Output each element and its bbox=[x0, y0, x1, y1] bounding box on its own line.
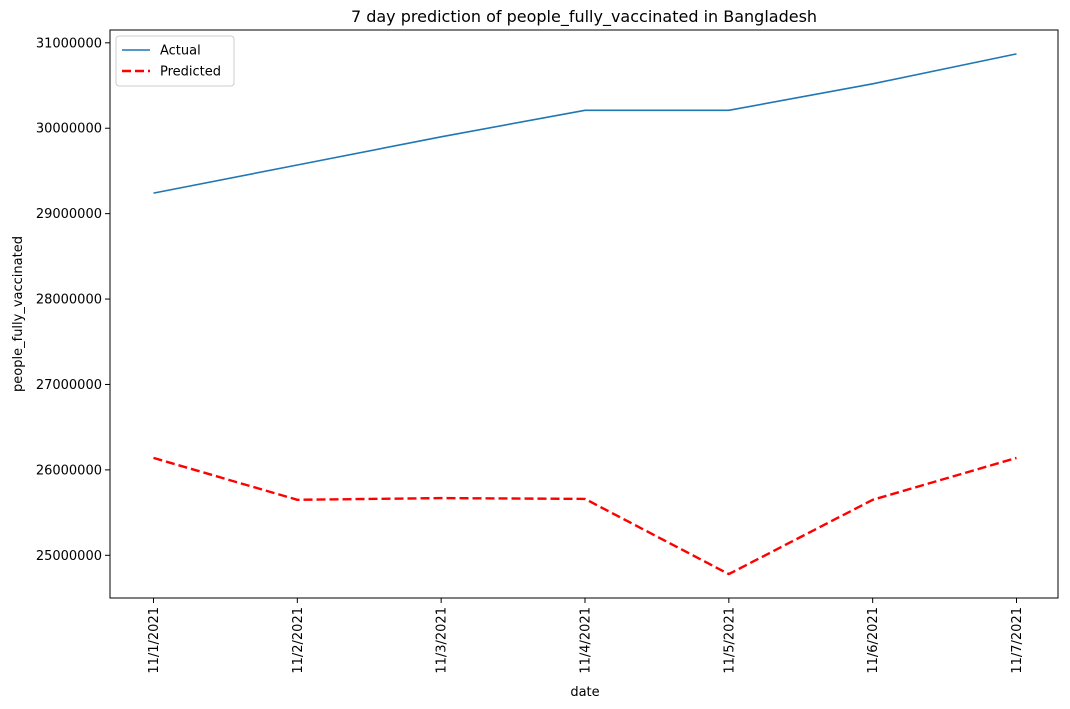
x-tick-label: 11/5/2021 bbox=[722, 607, 737, 674]
legend: Actual Predicted bbox=[115, 35, 235, 87]
y-axis-ticks: 25000000 26000000 27000000 28000000 29000000… bbox=[36, 36, 110, 564]
plot-frame bbox=[109, 29, 1059, 599]
x-tick-label: 11/7/2021 bbox=[1010, 607, 1025, 674]
series-line-actual bbox=[153, 53, 1017, 194]
y-axis-label: people_fully_vaccinated bbox=[11, 236, 26, 392]
y-tick-label: 27000000 bbox=[36, 378, 102, 393]
x-tick-label: 11/2/2021 bbox=[291, 607, 306, 674]
y-tick-label: 26000000 bbox=[36, 463, 102, 478]
y-tick-label: 25000000 bbox=[36, 549, 102, 564]
legend-label-predicted: Predicted bbox=[160, 65, 221, 80]
y-tick-label: 30000000 bbox=[36, 122, 102, 137]
x-axis-label: date bbox=[570, 685, 599, 700]
legend-label-actual: Actual bbox=[160, 44, 201, 59]
x-tick-label: 11/1/2021 bbox=[147, 607, 162, 674]
y-tick-label: 31000000 bbox=[36, 36, 102, 51]
y-tick-label: 29000000 bbox=[36, 207, 102, 222]
x-tick-label: 11/6/2021 bbox=[866, 607, 881, 674]
legend-box bbox=[115, 35, 235, 87]
series-layer bbox=[153, 53, 1017, 576]
x-tick-label: 11/4/2021 bbox=[579, 607, 594, 674]
chart-title: 7 day prediction of people_fully_vaccina… bbox=[351, 7, 817, 27]
x-axis-ticks: 11/1/2021 11/2/2021 11/3/2021 11/4/2021 11/5… bbox=[147, 598, 1025, 674]
series-line-predicted bbox=[153, 456, 1017, 576]
y-tick-label: 28000000 bbox=[36, 293, 102, 308]
x-tick-label: 11/3/2021 bbox=[435, 607, 450, 674]
